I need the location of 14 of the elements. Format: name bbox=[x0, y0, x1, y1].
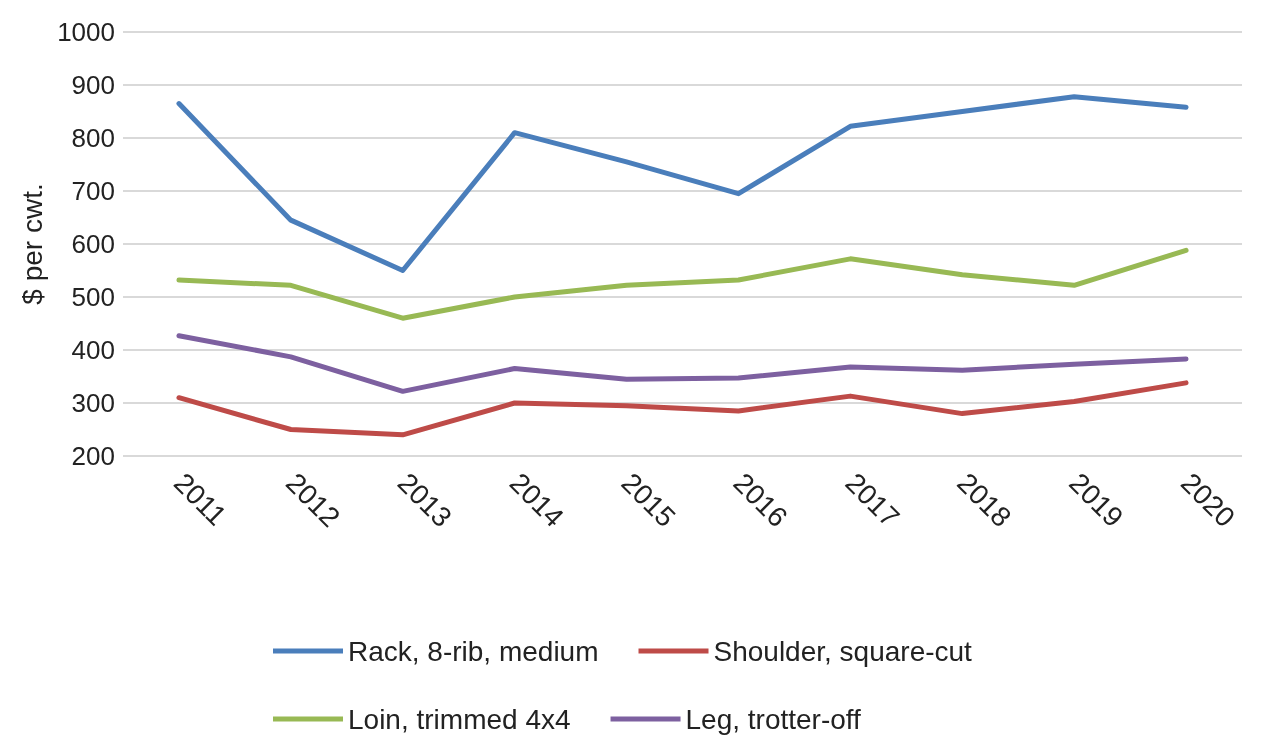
y-tick-label: 600 bbox=[71, 229, 115, 259]
y-tick-label: 700 bbox=[71, 176, 115, 206]
legend-label: Rack, 8-rib, medium bbox=[348, 635, 599, 667]
y-tick-label: 500 bbox=[71, 282, 115, 312]
y-tick-label: 1000 bbox=[57, 17, 115, 47]
legend-label: Shoulder, square-cut bbox=[713, 635, 973, 667]
legend-label: Loin, trimmed 4x4 bbox=[348, 703, 571, 735]
y-tick-label: 900 bbox=[71, 70, 115, 100]
y-tick-label: 200 bbox=[71, 441, 115, 471]
legend-label: Leg, trotter-off bbox=[685, 703, 862, 735]
y-tick-label: 400 bbox=[71, 335, 115, 365]
y-tick-label: 300 bbox=[71, 388, 115, 418]
y-axis-title: $ per cwt. bbox=[16, 183, 48, 305]
y-tick-label: 800 bbox=[71, 123, 115, 153]
